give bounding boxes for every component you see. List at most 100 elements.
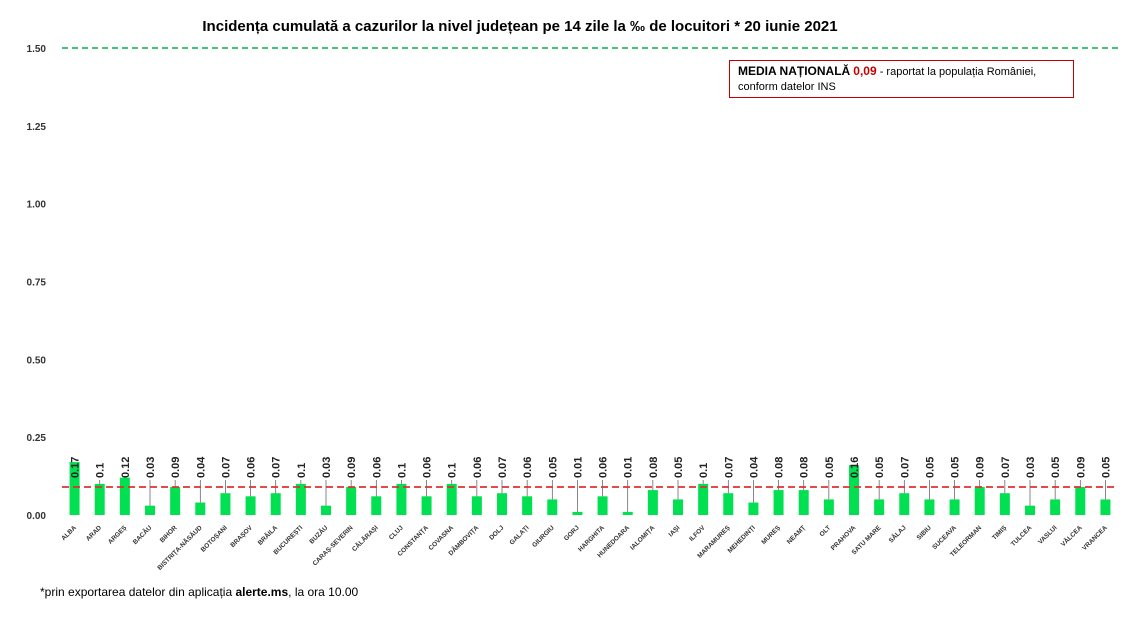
legend-text: - raportat la populația României, [876, 66, 1037, 78]
footnote-prefix: *prin exportarea datelor din aplicația [40, 585, 236, 599]
bar [798, 490, 809, 515]
bar [748, 502, 759, 515]
data-label: 0.06 [371, 457, 383, 478]
x-tick-label: TULCEA [1010, 524, 1034, 548]
bar [547, 499, 558, 515]
bar [170, 486, 181, 515]
data-label: 0.05 [950, 457, 962, 478]
data-label: 0.06 [522, 457, 534, 478]
data-label: 0.1 [698, 463, 710, 478]
data-label: 0.08 [799, 457, 811, 478]
x-tick-label: CLUJ [388, 524, 405, 541]
bar [220, 493, 231, 515]
x-tick-label: GALAȚI [508, 524, 530, 546]
x-tick-label: TIMIȘ [991, 524, 1009, 542]
bar [1050, 499, 1061, 515]
y-tick-label: 0.75 [27, 278, 47, 289]
x-tick-label: IAȘI [668, 524, 682, 538]
footnote-source: alerte.ms [235, 585, 289, 599]
x-tick-label: VRANCEA [1081, 524, 1109, 552]
data-label: 0.07 [497, 457, 509, 478]
y-tick-label: 0.25 [27, 433, 47, 444]
data-label: 0.09 [170, 457, 182, 478]
data-label: 0.03 [1025, 457, 1037, 478]
x-tick-label: BIHOR [159, 524, 179, 544]
data-label: 0.01 [623, 457, 635, 478]
data-label: 0.07 [1000, 457, 1012, 478]
data-label: 0.06 [598, 457, 610, 478]
bar [321, 505, 331, 515]
bar [673, 499, 683, 515]
bar [421, 496, 432, 515]
x-tick-label: BRĂILA [255, 523, 279, 547]
x-tick-label: GORJ [563, 524, 581, 542]
bar [999, 493, 1010, 515]
data-label: 0.1 [296, 463, 308, 478]
data-label: 0.07 [723, 457, 735, 478]
data-label: 0.04 [748, 456, 760, 478]
x-tick-label: BUZĂU [307, 523, 330, 546]
bar [471, 496, 482, 515]
data-label: 0.08 [774, 457, 786, 478]
bar [1025, 505, 1035, 515]
data-label: 0.17 [70, 457, 82, 478]
data-label: 0.03 [321, 457, 333, 478]
bar [497, 493, 507, 515]
data-label: 0.08 [648, 457, 660, 478]
data-label: 0.05 [924, 457, 936, 478]
bar [145, 505, 155, 515]
bar [647, 490, 658, 515]
bar [899, 493, 910, 515]
x-tick-label: ALBA [60, 524, 78, 542]
x-tick-label: OLT [818, 524, 832, 538]
data-label: 0.05 [1100, 457, 1112, 478]
x-tick-label: ILFOV [688, 524, 707, 543]
x-tick-label: BISTRIȚA-NĂSĂUD [155, 523, 204, 572]
data-label: 0.05 [547, 457, 559, 478]
y-tick-label: 1.00 [27, 200, 47, 211]
bar [924, 499, 935, 515]
x-tick-label: SĂLAJ [886, 523, 908, 545]
bar [295, 483, 306, 515]
x-tick-label: SIBIU [916, 524, 933, 541]
data-label: 0.09 [346, 457, 358, 478]
bar [195, 502, 206, 515]
footnote-suffix: , la ora 10.00 [288, 585, 359, 599]
bar [94, 483, 105, 515]
x-tick-label: NEAMȚ [786, 524, 807, 545]
bar [119, 477, 130, 515]
chart-title: Incidența cumulată a cazurilor la nivel … [202, 18, 838, 35]
bar [1100, 499, 1111, 515]
data-label: 0.01 [572, 457, 584, 478]
bar [1075, 486, 1086, 515]
x-tick-label: BOTOȘANI [200, 524, 229, 553]
bar [773, 490, 784, 515]
footnote: *prin exportarea datelor din aplicația a… [40, 585, 358, 599]
bar [396, 483, 407, 515]
bar [622, 511, 633, 515]
data-label: 0.06 [422, 457, 434, 478]
data-label: 0.07 [271, 457, 283, 478]
y-tick-label: 1.50 [27, 44, 47, 55]
data-label: 0.06 [472, 457, 484, 478]
bar [270, 493, 281, 515]
data-label: 0.1 [396, 463, 408, 478]
bar [874, 499, 885, 515]
bar [849, 465, 859, 515]
data-label: 0.07 [899, 457, 911, 478]
x-tick-label: GIURGIU [531, 524, 556, 549]
data-label: 0.05 [673, 457, 685, 478]
bar [974, 486, 985, 515]
data-label: 0.09 [975, 457, 987, 478]
data-label: 0.06 [246, 457, 258, 478]
data-label: 0.16 [849, 457, 861, 478]
bar [522, 496, 533, 515]
x-tick-label: IALOMIȚA [629, 524, 656, 551]
bar [823, 499, 834, 515]
data-label: 0.09 [1075, 457, 1087, 478]
x-tick-label: MUREȘ [760, 524, 782, 546]
x-tick-label: VASLUI [1037, 524, 1059, 546]
y-tick-label: 1.25 [27, 122, 47, 133]
bar [597, 496, 608, 515]
